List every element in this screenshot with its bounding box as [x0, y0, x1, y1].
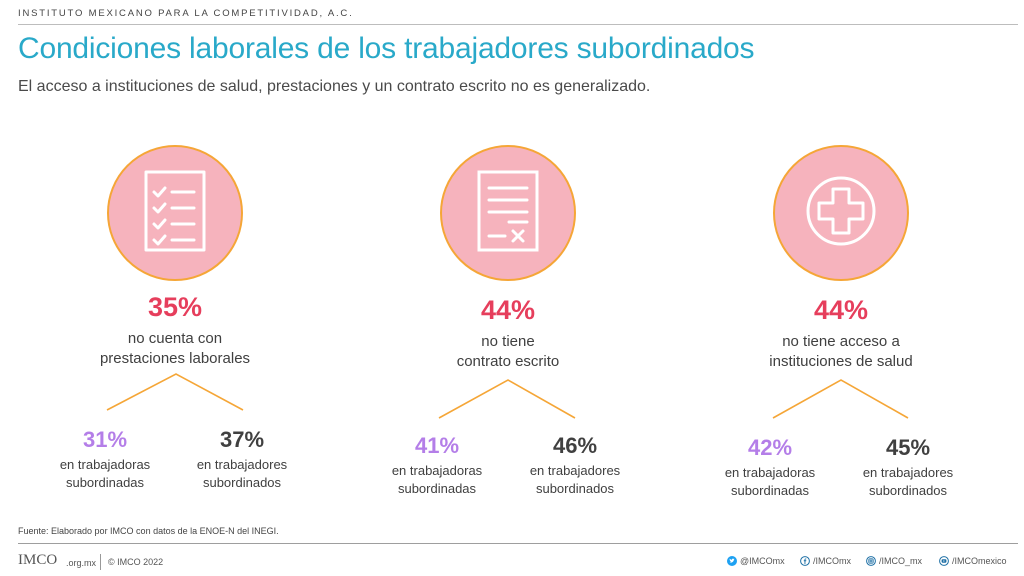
stat-description: no cuenta con prestaciones laborales [65, 329, 285, 369]
stat-women-pct: 42% [747, 435, 793, 460]
youtube-handle: /IMCOmexico [952, 556, 1007, 566]
facebook-handle: /IMCOmx [813, 556, 851, 566]
stat-description-line: no tiene acceso a [782, 333, 900, 350]
stat-description: no tiene acceso a instituciones de salud [731, 332, 951, 372]
stat-main-pct: 35% [147, 292, 203, 322]
stat-men-label-line: en trabajadores [196, 457, 288, 472]
organization-name: INSTITUTO MEXICANO PARA LA COMPETITIVIDA… [18, 8, 354, 19]
stat-women-label: en trabajadoras subordinadas [367, 462, 507, 498]
stat-women-label-line: subordinadas [730, 483, 810, 498]
page-title: Condiciones laborales de los trabajadore… [18, 32, 755, 65]
stat-men-label-line: subordinados [868, 483, 948, 498]
stat-women-label-line: subordinadas [397, 481, 477, 496]
connector-line-prestaciones [106, 373, 244, 411]
stat-description-line: instituciones de salud [769, 353, 913, 370]
stat-women-label-line: en trabajadoras [59, 457, 151, 472]
stat-men-label: en trabajadores subordinados [505, 462, 645, 498]
stat-men-label-line: subordinados [202, 475, 282, 490]
stat-description-line: prestaciones laborales [99, 350, 251, 367]
connector-line-contrato [438, 379, 576, 419]
stat-women-pct: 31% [82, 427, 128, 452]
twitter-handle: @IMCOmx [740, 556, 785, 566]
stat-circle-contrato [440, 145, 576, 281]
stat-description-line: contrato escrito [456, 353, 560, 370]
stat-women-label: en trabajadoras subordinadas [700, 464, 840, 500]
checklist-icon [140, 168, 210, 259]
imco-domain[interactable]: .org.mx [66, 558, 97, 568]
footer-divider [18, 543, 1018, 544]
stat-circle-prestaciones [107, 145, 243, 281]
stat-men-pct: 37% [219, 427, 265, 452]
social-twitter[interactable]: @IMCOmx [727, 556, 785, 566]
stat-men-label-line: en trabajadores [862, 465, 954, 480]
stat-main-pct: 44% [480, 295, 536, 325]
stat-description-line: no cuenta con [127, 330, 223, 347]
social-youtube[interactable]: /IMCOmexico [939, 556, 1007, 566]
stat-men-label-line: subordinados [535, 481, 615, 496]
contract-icon [473, 168, 543, 259]
stat-men-pct: 46% [552, 433, 598, 458]
stat-women-pct: 41% [414, 433, 460, 458]
stat-men-label-line: en trabajadores [529, 463, 621, 478]
stat-description-line: no tiene [481, 333, 535, 350]
stat-men-label: en trabajadores subordinados [838, 464, 978, 500]
source-note: Fuente: Elaborado por IMCO con datos de … [18, 526, 279, 536]
youtube-icon [939, 556, 949, 566]
stat-men-pct: 45% [885, 435, 931, 460]
social-instagram[interactable]: /IMCO_mx [866, 556, 922, 566]
instagram-icon [866, 556, 876, 566]
stat-circle-salud [773, 145, 909, 281]
footer-separator [100, 554, 101, 570]
connector-line-salud [772, 379, 909, 419]
stat-main-pct: 44% [813, 295, 869, 325]
instagram-handle: /IMCO_mx [879, 556, 923, 566]
stat-description: no tiene contrato escrito [398, 332, 618, 372]
twitter-icon [727, 556, 737, 566]
header-divider [18, 24, 1018, 25]
social-facebook[interactable]: /IMCOmx [800, 556, 851, 566]
imco-logo: IMCO [18, 552, 58, 568]
stat-women-label-line: subordinadas [65, 475, 145, 490]
page-subtitle: El acceso a instituciones de salud, pres… [18, 78, 651, 95]
stat-women-label: en trabajadoras subordinadas [35, 456, 175, 492]
stat-men-label: en trabajadores subordinados [172, 456, 312, 492]
health-cross-icon [805, 175, 877, 252]
facebook-icon [800, 556, 810, 566]
stat-women-label-line: en trabajadoras [724, 465, 816, 480]
stat-women-label-line: en trabajadoras [391, 463, 483, 478]
copyright: © IMCO 2022 [108, 557, 164, 567]
